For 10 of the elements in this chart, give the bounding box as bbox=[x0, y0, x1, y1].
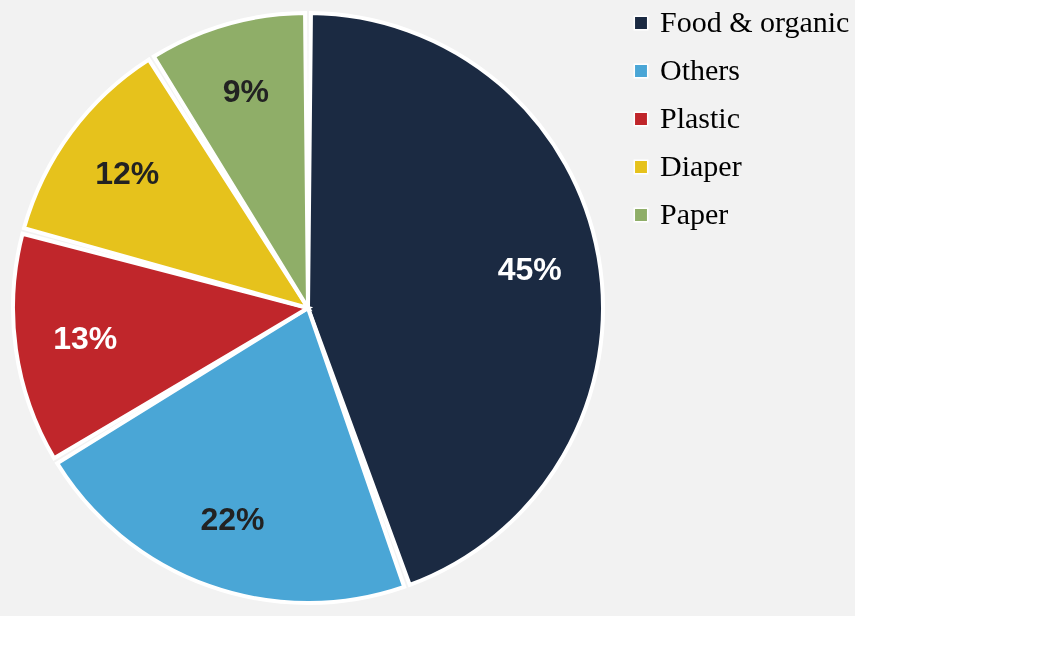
legend-label: Plastic bbox=[660, 101, 740, 134]
data-label: 22% bbox=[200, 500, 265, 537]
data-label: 12% bbox=[95, 155, 160, 192]
legend-label: Diaper bbox=[660, 149, 742, 182]
data-label: 45% bbox=[497, 250, 562, 287]
legend-label: Food & organic bbox=[660, 5, 850, 38]
data-label: 9% bbox=[222, 72, 269, 109]
legend-label: Paper bbox=[660, 197, 729, 230]
data-label: 13% bbox=[53, 320, 118, 357]
legend-label: Others bbox=[660, 53, 740, 86]
